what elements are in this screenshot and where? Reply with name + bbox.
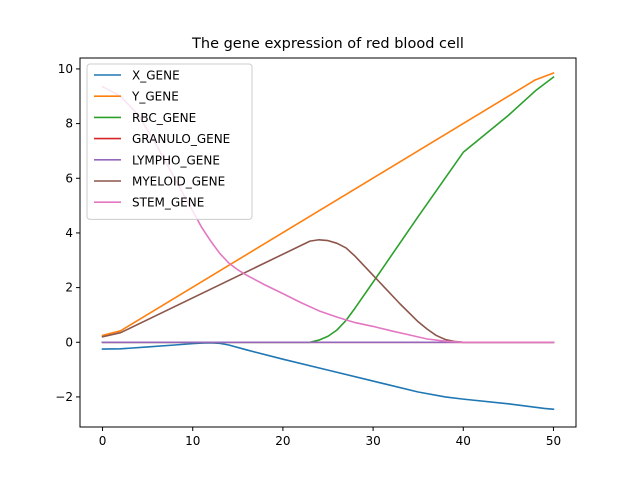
y-tick-label: 0 bbox=[65, 335, 73, 349]
y-tick-label: 10 bbox=[58, 62, 73, 76]
legend-label: Y_GENE bbox=[131, 90, 179, 104]
x-tick-label: 40 bbox=[456, 434, 471, 448]
x-tick-label: 10 bbox=[185, 434, 200, 448]
legend-label: RBC_GENE bbox=[132, 111, 196, 125]
legend-label: GRANULO_GENE bbox=[132, 132, 230, 146]
legend-box bbox=[86, 63, 253, 220]
x-axis: 0 10 20 30 40 50 bbox=[99, 427, 561, 448]
legend-label: LYMPHO_GENE bbox=[132, 153, 220, 167]
x-tick-label: 30 bbox=[365, 434, 380, 448]
y-axis: −2 0 2 4 6 8 10 bbox=[55, 62, 80, 404]
x-tick-label: 0 bbox=[99, 434, 107, 448]
y-tick-label: 8 bbox=[65, 117, 73, 131]
x-tick-label: 20 bbox=[275, 434, 290, 448]
y-tick-label: 6 bbox=[65, 171, 73, 185]
series-line-myeloid-gene bbox=[101, 238, 555, 344]
y-tick-label: 2 bbox=[65, 281, 73, 295]
chart-title: The gene expression of red blood cell bbox=[191, 36, 464, 52]
axes-frame bbox=[79, 57, 577, 428]
y-tick-label: 4 bbox=[65, 226, 73, 240]
x-tick-label: 50 bbox=[546, 434, 561, 448]
series-line-y-gene bbox=[101, 71, 555, 337]
legend-label: X_GENE bbox=[132, 69, 180, 83]
series-line-rbc-gene bbox=[101, 76, 555, 344]
legend-label: MYELOID_GENE bbox=[132, 175, 225, 189]
legend: X_GENE Y_GENE RBC_GENE GRANULO_GENE LYMPHO_G… bbox=[86, 63, 253, 220]
y-tick-label: −2 bbox=[55, 390, 73, 404]
legend-label: STEM_GENE bbox=[132, 196, 204, 210]
series-line-x-gene bbox=[101, 342, 555, 411]
